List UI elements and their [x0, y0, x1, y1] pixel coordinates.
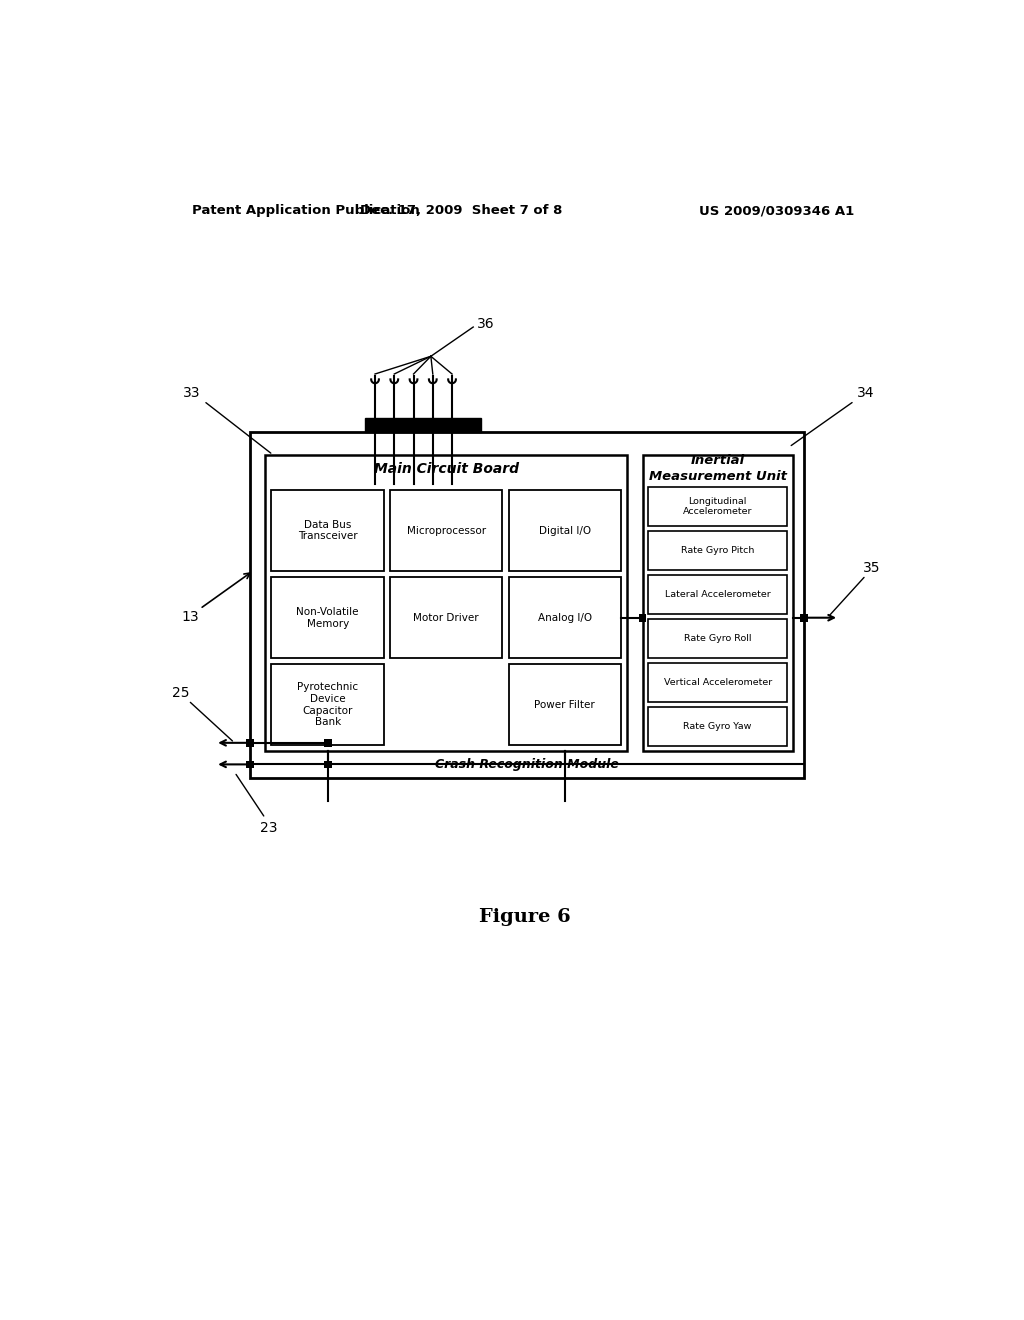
Text: Microprocessor: Microprocessor	[407, 525, 485, 536]
Text: Pyrotechnic
Device
Capacitor
Bank: Pyrotechnic Device Capacitor Bank	[297, 682, 358, 727]
Bar	[509, 664, 621, 744]
Bar	[648, 663, 787, 702]
Text: 23: 23	[260, 821, 278, 834]
Bar	[648, 487, 787, 527]
Bar	[390, 490, 503, 572]
Bar	[639, 614, 646, 622]
Bar	[324, 739, 332, 747]
Bar	[271, 490, 384, 572]
Text: Inertial
Measurement Unit: Inertial Measurement Unit	[648, 454, 786, 483]
Bar	[366, 418, 481, 432]
Text: Dec. 17, 2009  Sheet 7 of 8: Dec. 17, 2009 Sheet 7 of 8	[360, 205, 563, 218]
Bar	[648, 619, 787, 659]
Bar	[643, 455, 793, 751]
Text: Longitudinal
Accelerometer: Longitudinal Accelerometer	[683, 498, 753, 516]
Bar	[271, 664, 384, 744]
Bar	[246, 760, 254, 768]
Text: Data Bus
Transceiver: Data Bus Transceiver	[298, 520, 357, 541]
Text: Analog I/O: Analog I/O	[538, 612, 592, 623]
Bar	[648, 576, 787, 614]
Text: Rate Gyro Yaw: Rate Gyro Yaw	[683, 722, 752, 731]
Text: Crash Recognition Module: Crash Recognition Module	[435, 758, 620, 771]
Text: Motor Driver: Motor Driver	[414, 612, 479, 623]
Text: Main Circuit Board: Main Circuit Board	[374, 462, 519, 475]
Text: 34: 34	[857, 387, 874, 400]
Text: Vertical Accelerometer: Vertical Accelerometer	[664, 678, 772, 686]
Text: 13: 13	[181, 610, 199, 623]
Text: Rate Gyro Roll: Rate Gyro Roll	[684, 634, 752, 643]
Text: Power Filter: Power Filter	[535, 700, 595, 710]
Bar	[648, 531, 787, 570]
Bar	[250, 432, 804, 779]
Text: Rate Gyro Pitch: Rate Gyro Pitch	[681, 546, 755, 556]
Text: 25: 25	[172, 686, 189, 700]
Bar	[801, 614, 808, 622]
Bar	[509, 490, 621, 572]
Text: 33: 33	[183, 387, 201, 400]
Text: 35: 35	[863, 561, 881, 574]
Text: Patent Application Publication: Patent Application Publication	[193, 205, 420, 218]
Bar	[509, 577, 621, 659]
Bar	[265, 455, 628, 751]
Bar	[324, 760, 332, 768]
Text: US 2009/0309346 A1: US 2009/0309346 A1	[699, 205, 854, 218]
Text: Figure 6: Figure 6	[479, 908, 570, 925]
Bar	[246, 739, 254, 747]
Bar	[271, 577, 384, 659]
Bar	[390, 577, 503, 659]
Text: 36: 36	[477, 317, 495, 331]
Text: Non-Volatile
Memory: Non-Volatile Memory	[296, 607, 359, 628]
Bar	[648, 706, 787, 746]
Text: Lateral Accelerometer: Lateral Accelerometer	[665, 590, 770, 599]
Text: Digital I/O: Digital I/O	[539, 525, 591, 536]
